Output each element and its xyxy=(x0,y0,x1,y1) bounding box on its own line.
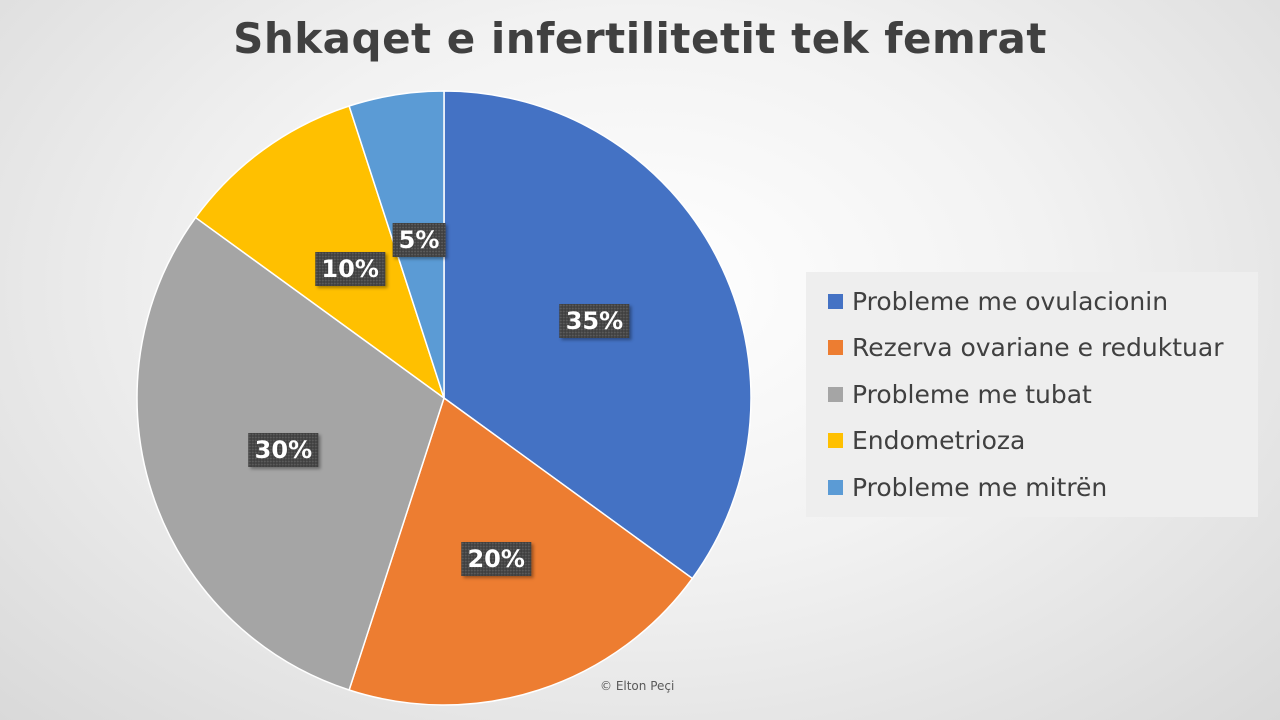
legend: Probleme me ovulacionin Rezerva ovariane … xyxy=(806,272,1258,517)
legend-item-endometrioza: Endometrioza xyxy=(806,418,1258,465)
data-label-probleme-me-tubat: 30% xyxy=(248,433,319,468)
legend-swatch xyxy=(828,340,843,356)
legend-item-probleme-me-mitren: Probleme me mitrën xyxy=(806,464,1258,511)
legend-swatch xyxy=(828,293,843,309)
legend-item-rezerva-ovariane-e-reduktuar: Rezerva ovariane e reduktuar xyxy=(806,325,1258,372)
data-label-endometrioza: 10% xyxy=(315,251,385,286)
credit-text: © Elton Peçi xyxy=(600,679,675,693)
legend-swatch xyxy=(828,479,843,495)
data-label-probleme-me-ovulacionin: 35% xyxy=(559,304,630,339)
legend-label: Probleme me ovulacionin xyxy=(852,286,1169,316)
legend-item-probleme-me-ovulacionin: Probleme me ovulacionin xyxy=(806,278,1258,325)
legend-item-probleme-me-tubat: Probleme me tubat xyxy=(806,371,1258,418)
legend-label: Probleme me tubat xyxy=(852,379,1092,409)
data-label-probleme-me-mitren: 5% xyxy=(392,223,446,258)
data-label-rezerva-ovariane-e-reduktuar: 20% xyxy=(461,541,531,576)
legend-swatch xyxy=(828,386,843,402)
chart-title: Shkaqet e infertilitetit tek femrat xyxy=(233,14,1047,63)
legend-swatch xyxy=(828,433,843,449)
legend-label: Rezerva ovariane e reduktuar xyxy=(852,333,1224,363)
legend-label: Endometrioza xyxy=(852,426,1026,456)
legend-label: Probleme me mitrën xyxy=(852,472,1108,502)
